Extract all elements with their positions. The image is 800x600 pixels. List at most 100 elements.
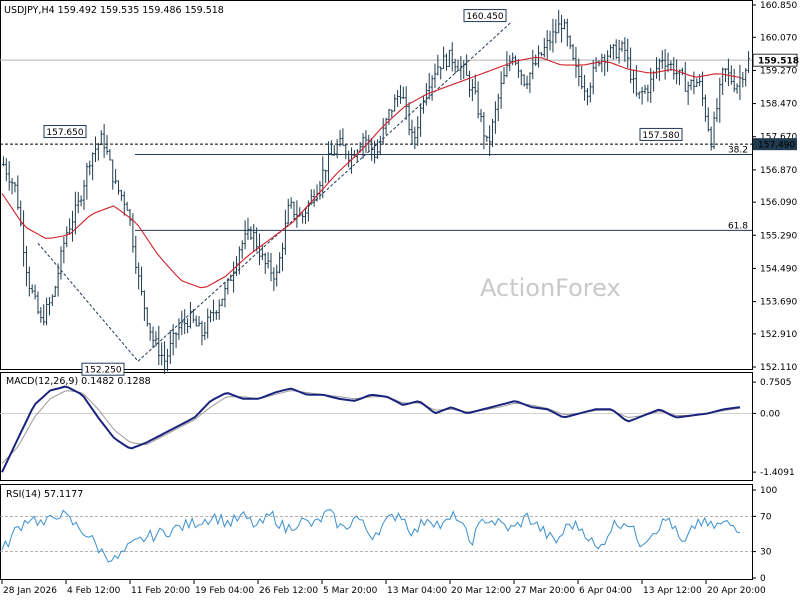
ohlc-bar (157, 325, 161, 366)
annotation-box (43, 125, 87, 139)
ohlc-bar (318, 181, 322, 200)
y-tick-label: 155.290 (760, 231, 797, 241)
x-tick-label: 19 Feb 04:00 (195, 586, 254, 596)
ohlc-bar (531, 49, 535, 80)
x-tick-label: 4 Feb 12:00 (67, 586, 121, 596)
ohlc-bar (692, 71, 696, 95)
ohlc-bar (620, 40, 624, 52)
ohlc-bar (45, 297, 48, 326)
ohlc-bar (623, 37, 627, 62)
ohlc-bar (344, 143, 348, 160)
ohlc-bar (603, 54, 607, 76)
x-tick-label: 11 Feb 20:00 (131, 586, 190, 596)
ohlc-bar (551, 18, 555, 53)
ohlc-bar (727, 58, 730, 87)
ohlc-bar (263, 252, 267, 274)
ohlc-bar (663, 49, 667, 80)
ohlc-bar (53, 285, 57, 298)
ohlc-bar (361, 133, 365, 159)
ohlc-bar (591, 59, 595, 95)
ohlc-bar (330, 140, 333, 156)
ohlc-bar (137, 262, 140, 290)
current-price-tag (752, 53, 798, 67)
ohlc-bar (741, 71, 745, 88)
ohlc-bar (376, 139, 379, 159)
ohlc-bar (540, 52, 543, 57)
ohlc-bar (643, 84, 647, 94)
ohlc-bar (686, 81, 690, 105)
ohlc-bar (479, 109, 483, 123)
rsi-layer (0, 509, 752, 563)
ohlc-bar (413, 126, 417, 150)
ohlc-bar (548, 30, 552, 51)
ohlc-bar (30, 284, 34, 294)
ohlc-bar (747, 51, 750, 74)
ohlc-bar (304, 209, 307, 225)
ohlc-bar (240, 240, 244, 259)
ohlc-bar (701, 71, 704, 107)
moving-average-line (1, 56, 741, 289)
ohlc-bar (594, 57, 598, 73)
ohlc-bar (735, 83, 739, 94)
ohlc-bar (169, 330, 172, 364)
ohlc-bar (19, 200, 22, 227)
annotation-label: 157.580 (642, 131, 679, 141)
trendline-down (37, 242, 139, 362)
ohlc-bar (338, 129, 342, 147)
ohlc-bar (154, 331, 158, 347)
ohlc-bar (226, 278, 230, 295)
ohlc-bar (396, 90, 399, 107)
ohlc-bar (74, 191, 77, 235)
ohlc-bar (68, 218, 71, 235)
ohlc-bar (269, 252, 273, 282)
ohlc-bar (453, 58, 457, 74)
ohlc-bar (646, 84, 650, 102)
ohlc-bar (13, 181, 17, 193)
annotation-box (463, 9, 507, 23)
ohlc-bar (39, 306, 43, 323)
ohlc-bar (589, 82, 592, 103)
ohlc-bar (402, 86, 405, 100)
price-panel (0, 0, 753, 370)
macd-y-tick-label: 0.00 (760, 409, 780, 419)
ohlc-bar (379, 135, 382, 156)
ohlc-bar (114, 168, 117, 184)
ohlc-bar (491, 118, 494, 147)
ohlc-bar (499, 71, 503, 109)
ohlc-bar (59, 246, 63, 280)
ohlc-bar (356, 148, 359, 162)
x-tick-label: 5 Mar 20:00 (323, 586, 378, 596)
ohlc-bar (554, 19, 558, 44)
ohlc-bar (258, 233, 261, 266)
x-tick-label: 26 Feb 12:00 (259, 586, 318, 596)
ohlc-bar (517, 59, 520, 79)
y-tick-label: 158.470 (760, 100, 797, 110)
ohlc-bar (212, 299, 215, 322)
ohlc-bar (485, 135, 489, 142)
y-tick-label: 152.110 (760, 363, 797, 373)
ohlc-bar (678, 69, 681, 86)
ohlc-bar (712, 111, 716, 150)
ohlc-bar (577, 58, 581, 87)
ohlc-bar (332, 145, 336, 156)
ohlc-bar (82, 180, 86, 211)
ohlc-bar (134, 235, 138, 274)
ohlc-bar (666, 52, 670, 73)
ohlc-bar (450, 42, 454, 72)
ohlc-bar (649, 67, 653, 104)
ohlc-bar (560, 14, 563, 43)
annotation-label: 160.450 (466, 12, 503, 22)
ohlc-bar (476, 81, 480, 119)
level-label: 157.490 (758, 141, 795, 151)
ohlc-bar (658, 58, 661, 81)
ohlc-bar (255, 227, 258, 252)
ohlc-bar (404, 86, 408, 120)
fib-label: 38.2 (728, 146, 748, 156)
ohlc-bar (108, 148, 112, 161)
watermark: ActionForex (480, 274, 621, 302)
ohlc-bar (223, 281, 227, 308)
ohlc-bar (197, 316, 201, 327)
ohlc-bar (580, 65, 583, 90)
